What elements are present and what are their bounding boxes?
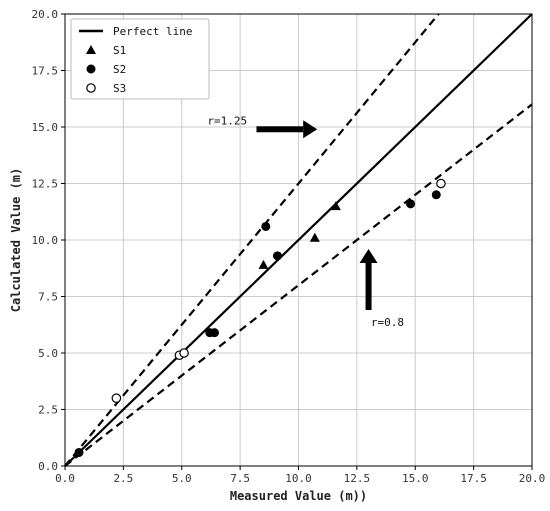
annotation-label-0: r=1.25 <box>207 115 247 128</box>
x-tick-label-5: 12.5 <box>344 472 371 485</box>
x-tick-label-4: 10.0 <box>285 472 312 485</box>
legend-swatch-s3 <box>86 83 96 93</box>
y-axis-label: Calculated Value (m) <box>9 168 23 313</box>
point-s2-3 <box>261 221 271 231</box>
point-s2-0 <box>74 447 84 457</box>
reference-line-0-8 <box>64 103 533 467</box>
x-tick-label-3: 7.5 <box>230 472 250 485</box>
y-tick-label-8: 20.0 <box>32 8 59 21</box>
annotations: r=1.25 r=0.8 <box>207 115 404 329</box>
legend: Perfect line S1 S2 S3 <box>70 18 210 100</box>
point-s3-2 <box>179 348 189 358</box>
annotation-arrow-head-0 <box>303 120 318 139</box>
reference-lines <box>64 13 533 467</box>
y-tick-label-0: 0.0 <box>38 460 58 473</box>
x-axis-label: Measured Value (m)) <box>230 489 367 503</box>
legend-label-s1: S1 <box>113 44 126 57</box>
legend-label-s2: S2 <box>113 63 126 76</box>
x-tick-label-0: 0.0 <box>55 472 75 485</box>
y-tick-label-5: 12.5 <box>32 178 59 191</box>
reference-line-1 <box>64 13 533 467</box>
data-markers <box>74 178 446 457</box>
y-tick-label-4: 10.0 <box>32 234 59 247</box>
x-tick-label-6: 15.0 <box>402 472 429 485</box>
point-s2-6 <box>431 190 441 200</box>
x-ticks: 0.0 2.5 5.0 7.5 10.0 12.5 15.0 17.5 20.0 <box>55 466 545 485</box>
legend-swatch-s1 <box>86 45 96 54</box>
annotation-arrow-head-1 <box>359 249 378 264</box>
point-s3-3 <box>436 178 446 189</box>
y-tick-label-1: 2.5 <box>38 404 58 417</box>
x-tick-label-8: 20.0 <box>519 472 546 485</box>
x-tick-label-1: 2.5 <box>113 472 133 485</box>
x-tick-label-2: 5.0 <box>172 472 192 485</box>
point-s2-4 <box>272 251 282 261</box>
legend-box <box>70 18 210 100</box>
reference-line-1-25 <box>64 13 440 467</box>
y-tick-label-2: 5.0 <box>38 347 58 360</box>
point-s1-1 <box>309 232 320 242</box>
point-s3-0 <box>111 393 122 403</box>
legend-label-perfect-line: Perfect line <box>113 25 192 38</box>
point-s1-2 <box>330 201 341 211</box>
legend-swatch-s2 <box>86 64 96 74</box>
y-tick-label-7: 17.5 <box>32 65 59 78</box>
y-tick-label-6: 15.0 <box>32 121 59 134</box>
legend-label-s3: S3 <box>113 82 126 95</box>
point-s1-0 <box>258 259 269 269</box>
y-ticks: 0.0 2.5 5.0 7.5 10.0 12.5 15.0 17.5 20.0 <box>32 8 65 473</box>
point-s2-5 <box>406 199 416 209</box>
x-tick-label-7: 17.5 <box>460 472 487 485</box>
annotation-label-1: r=0.8 <box>371 316 404 329</box>
y-tick-label-3: 7.5 <box>38 291 58 304</box>
point-s2-2 <box>209 328 219 338</box>
